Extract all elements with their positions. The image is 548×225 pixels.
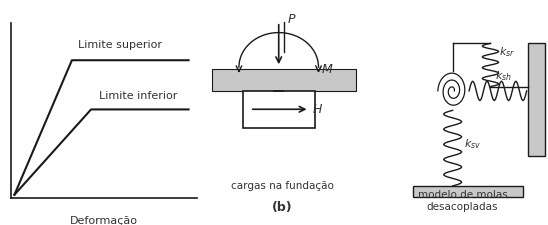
- Bar: [413, 186, 523, 197]
- Text: $k_{sr}$: $k_{sr}$: [499, 45, 515, 59]
- Text: modelo de molas
desacopladas: modelo de molas desacopladas: [418, 190, 507, 212]
- Text: $k_{sh}$: $k_{sh}$: [494, 69, 511, 83]
- Bar: [212, 69, 356, 91]
- Text: M: M: [322, 63, 333, 76]
- Text: $k_{sv}$: $k_{sv}$: [464, 137, 481, 151]
- Text: H: H: [313, 103, 322, 116]
- Text: P: P: [288, 13, 295, 26]
- Text: (b): (b): [272, 201, 293, 214]
- Text: Limite superior: Limite superior: [78, 40, 162, 50]
- Text: Limite inferior: Limite inferior: [99, 91, 177, 101]
- Bar: [243, 91, 315, 128]
- Text: Deformação: Deformação: [70, 216, 138, 225]
- Bar: [528, 43, 545, 156]
- Text: cargas na fundação: cargas na fundação: [231, 181, 334, 191]
